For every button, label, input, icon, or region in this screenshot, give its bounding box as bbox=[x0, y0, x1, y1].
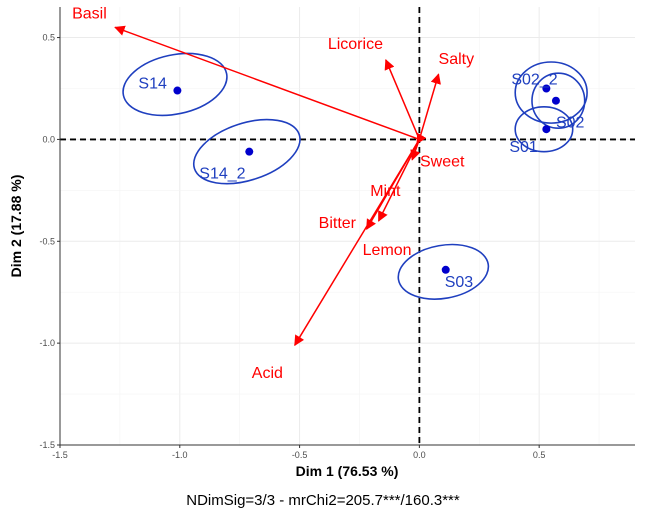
individual-point-s02 bbox=[551, 96, 560, 105]
individual-point-s02-2 bbox=[542, 84, 551, 93]
x-axis-title: Dim 1 (76.53 %) bbox=[296, 463, 399, 479]
y-tick-label: -1.0 bbox=[39, 338, 55, 348]
variable-arrow-acid bbox=[294, 139, 421, 347]
variable-arrow-lemon bbox=[377, 139, 421, 222]
variable-label-bitter: Bitter bbox=[319, 215, 357, 232]
variable-arrow-salty bbox=[418, 73, 441, 140]
x-axis-ticks: -1.5 -1.0 -0.5 0.0 0.5 bbox=[52, 445, 545, 460]
confidence-ellipse bbox=[192, 118, 301, 185]
confidence-ellipse bbox=[531, 72, 586, 130]
x-tick-label: -1.5 bbox=[52, 450, 68, 460]
confidence-ellipse bbox=[514, 61, 588, 124]
individual-label-s02: S02 bbox=[556, 115, 585, 132]
confidence-ellipse bbox=[397, 243, 490, 300]
reference-lines bbox=[60, 7, 635, 445]
variable-label-lemon: Lemon bbox=[363, 242, 412, 259]
x-tick-label: -0.5 bbox=[292, 450, 308, 460]
individual-label-s02-2: S02_2 bbox=[511, 71, 557, 88]
individual-label-s14: S14 bbox=[138, 76, 167, 93]
variable-label-acid: Acid bbox=[252, 365, 283, 382]
x-tick-label: 0.5 bbox=[533, 450, 546, 460]
y-axis-title: Dim 2 (17.88 %) bbox=[8, 175, 24, 278]
individual-point-s01 bbox=[542, 125, 551, 134]
individual-points bbox=[173, 84, 560, 274]
individual-label-s14-2: S14_2 bbox=[199, 166, 245, 183]
variable-label-salty: Salty bbox=[439, 51, 475, 68]
confidence-ellipse bbox=[514, 106, 574, 153]
individual-point-s14-2 bbox=[245, 147, 254, 156]
y-tick-label: -1.5 bbox=[39, 440, 55, 450]
variable-label-sweet: Sweet bbox=[420, 153, 465, 170]
caption: NDimSig=3/3 - mrChi2=205.7***/160.3*** bbox=[186, 492, 460, 509]
confidence-ellipse bbox=[122, 52, 228, 117]
variable-label-licorice: Licorice bbox=[328, 36, 383, 53]
individual-labels: S14 S14_2 S02_2 S02 S01 S03 bbox=[138, 71, 584, 290]
confidence-ellipses bbox=[122, 52, 588, 300]
variable-arrows bbox=[114, 25, 441, 347]
variable-arrow-basil bbox=[114, 25, 420, 141]
individual-label-s03: S03 bbox=[445, 274, 474, 291]
y-axis-ticks: -1.5 -1.0 -0.5 0.0 0.5 bbox=[39, 33, 60, 450]
y-tick-label: 0.0 bbox=[42, 134, 55, 144]
x-tick-label: -1.0 bbox=[172, 450, 188, 460]
variable-labels: Basil Licorice Salty Sweet Mint Bitter Lemon Ac… bbox=[72, 5, 474, 382]
variable-arrow-licorice bbox=[384, 59, 421, 140]
x-tick-label: 0.0 bbox=[413, 450, 426, 460]
individual-point-s14 bbox=[173, 86, 182, 95]
y-tick-label: -0.5 bbox=[39, 236, 55, 246]
individual-point-s03 bbox=[441, 265, 450, 274]
individual-label-s01: S01 bbox=[509, 139, 538, 156]
y-tick-label: 0.5 bbox=[42, 33, 55, 43]
variable-label-basil: Basil bbox=[72, 5, 107, 22]
variable-label-mint: Mint bbox=[370, 183, 401, 200]
